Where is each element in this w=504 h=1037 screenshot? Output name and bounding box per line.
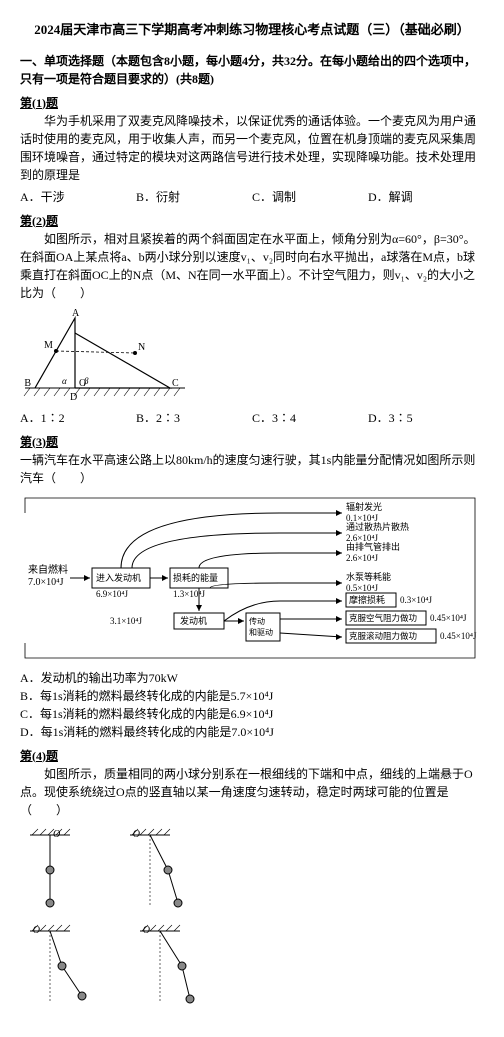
q1-options: A．干涉 B．衍射 C．调制 D．解调 [20,188,484,206]
q3-engine-val: 6.9×10⁴J [96,589,128,599]
q3-roll-val: 0.45×10⁴J [440,631,477,641]
q2-figure: A B C D O M N α β [20,308,484,403]
q3-trans2: 和驱动 [249,627,273,637]
q3-radiate: 辐射发光 [346,501,382,512]
question-3: 第(3)题 一辆汽车在水平高速公路上以80km/h的速度匀速行驶，其1s内能量分… [20,433,484,741]
q4-stem: 如图所示，质量相同的两小球分别系在一根细线的下端和中点，细线的上端悬于O点。现使… [20,765,484,819]
q2-number: 第(2)题 [20,212,484,230]
question-2: 第(2)题 如图所示，相对且紧挨着的两个斜面固定在水平面上，倾角分别为α=60°… [20,212,484,427]
q4-fig-a: O [20,825,80,915]
q2-opt-b: B．2∶3 [136,409,252,427]
q3-auxloss-val: 1.3×10⁴J [173,589,205,599]
q3-air: 克服空气阻力做功 [349,613,417,623]
q3-stem: 一辆汽车在水平高速公路上以80km/h的速度匀速行驶，其1s内能量分配情况如图所… [20,451,484,487]
question-1: 第(1)题 华为手机采用了双麦克风降噪技术，以保证优秀的通话体验。一个麦克风为用… [20,94,484,206]
q3-exhaust-val: 2.6×10⁴J [346,553,378,563]
q4d-O: O [143,925,150,936]
section-header: 一、单项选择题（本题包含8小题，每小题4分，共32分。在每小题给出的四个选项中，… [20,52,484,88]
q3-opt-a: A．发动机的输出功率为70kW [20,669,484,687]
q2-label-alpha: α [62,376,67,386]
q4-figures-row2: O O [20,921,484,1011]
q4-figures-row1: O O [20,825,484,915]
q3-engine: 进入发动机 [96,572,141,583]
q4-fig-c: O [20,921,90,1011]
q2-label-A: A [72,308,80,319]
q3-fuel-val: 7.0×10⁴J [28,577,64,588]
q1-number: 第(1)题 [20,94,484,112]
q4-fig-b: O [120,825,190,915]
q3-opt-c: C．每1s消耗的燃料最终转化成的内能是6.9×10⁴J [20,705,484,723]
q4b-O: O [133,829,140,840]
q1-opt-b: B．衍射 [136,188,252,206]
q3-drive: 发动机 [180,615,207,626]
q3-drive-val: 3.1×10⁴J [110,616,142,626]
q3-opt-b: B．每1s消耗的燃料最终转化成的内能是5.7×10⁴J [20,687,484,705]
q1-opt-d: D．解调 [368,188,484,206]
q2-label-M: M [44,340,53,351]
q2-label-N: N [138,342,145,353]
q3-opt-d: D．每1s消耗的燃料最终转化成的内能是7.0×10⁴J [20,723,484,741]
q3-number: 第(3)题 [20,433,484,451]
q2-label-beta: β [83,376,89,386]
q3-trans1: 传动 [249,616,265,626]
q1-opt-a: A．干涉 [20,188,136,206]
question-4: 第(4)题 如图所示，质量相同的两小球分别系在一根细线的下端和中点，细线的上端悬… [20,747,484,1011]
q2-options: A．1∶2 B．2∶3 C．3∶4 D．3∶5 [20,409,484,427]
q3-water-val: 0.5×10⁴J [346,583,378,593]
q3-auxloss: 损耗的能量 [173,572,218,583]
q2-opt-a: A．1∶2 [20,409,136,427]
page-title: 2024届天津市高三下学期高考冲刺练习物理核心考点试题（三）（基础必刷） [20,20,484,40]
q2-opt-d: D．3∶5 [368,409,484,427]
q3-friction-val: 0.3×10⁴J [400,595,432,605]
q3-exhaust: 由排气管排出 [346,541,400,552]
q3-air-val: 0.45×10⁴J [430,613,467,623]
q2-label-D: D [70,392,77,403]
q2-stem: 如图所示，相对且紧挨着的两个斜面固定在水平面上，倾角分别为α=60°，β=30°… [20,230,484,302]
q2-label-B: B [24,378,31,389]
q1-opt-c: C．调制 [252,188,368,206]
q3-cooler: 通过散热片散热 [346,521,409,532]
q4-fig-d: O [130,921,200,1011]
q3-water: 水泵等耗能 [346,571,391,582]
q3-friction: 摩擦损耗 [349,594,385,605]
q2-label-C: C [172,378,179,389]
q4a-O: O [53,829,60,840]
q3-figure: 来自燃料 7.0×10⁴J 进入发动机 6.9×10⁴J 辐射发光 0.1×10… [20,493,484,663]
q3-fuel-label: 来自燃料 [28,563,68,576]
q4-number: 第(4)题 [20,747,484,765]
q1-stem: 华为手机采用了双麦克风降噪技术，以保证优秀的通话体验。一个麦克风为用户通话时使用… [20,112,484,184]
q3-roll: 克服滚动阻力做功 [349,631,417,641]
q4c-O: O [33,925,40,936]
q2-opt-c: C．3∶4 [252,409,368,427]
